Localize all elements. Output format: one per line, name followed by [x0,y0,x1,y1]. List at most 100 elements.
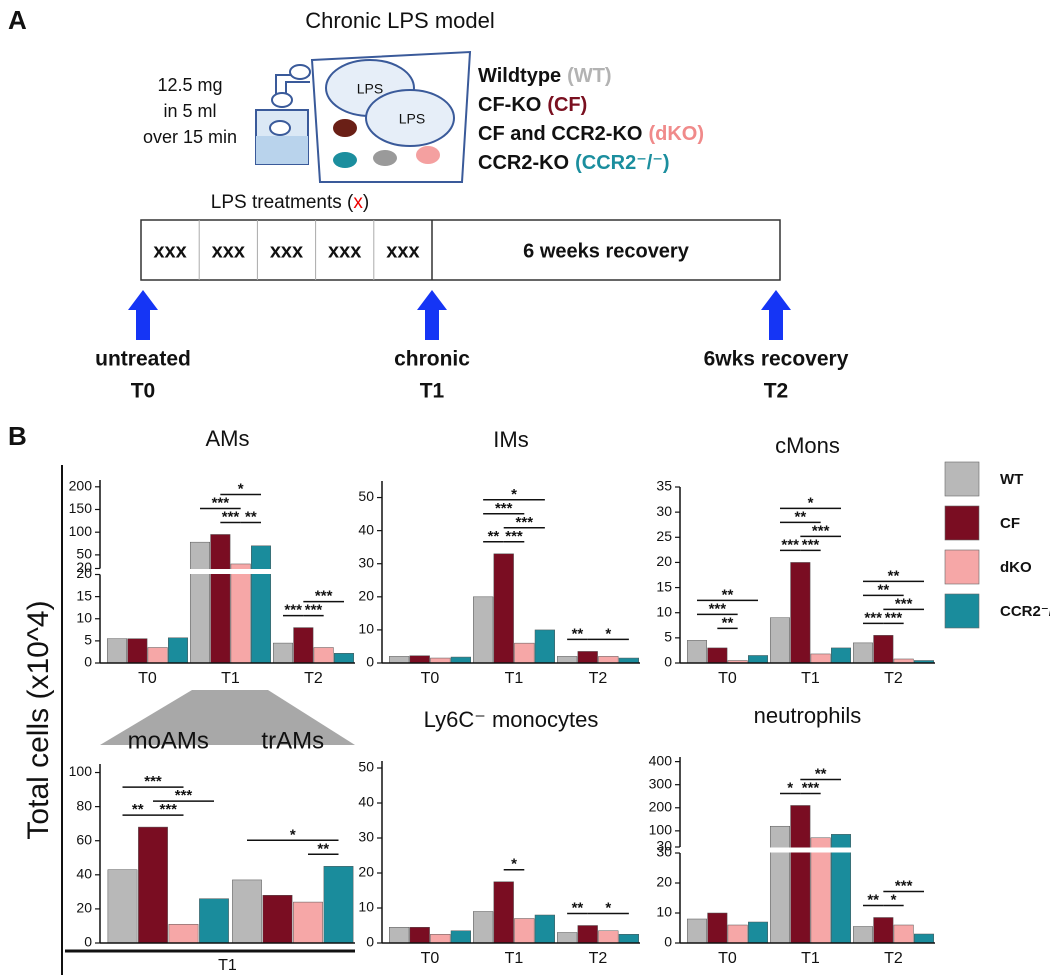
y-tick-label: 20 [656,874,672,890]
genotype-tag: (WT) [567,65,611,87]
significance-label: ** [488,528,500,545]
zoom-wedge [100,690,355,745]
genotype: CF and CCR2-KO (dKO) [478,123,704,145]
significance-label: ** [722,586,734,603]
y-tick-label: 10 [76,609,92,625]
bar [409,655,430,664]
significance-label: ** [245,508,257,525]
bar [262,895,293,944]
bar [577,651,598,664]
dose-mark: xxx [386,240,419,262]
bar [106,638,128,664]
y-tick-label: 10 [656,603,672,619]
significance-label: ** [132,801,144,818]
significance-label: * [290,826,296,843]
x-tick-label: T2 [589,950,608,967]
bar [769,617,790,664]
bar [852,926,873,944]
bar [147,647,168,664]
dose-mark: xxx [270,240,303,262]
panel-label: B [8,421,27,451]
significance-label: *** [284,602,302,619]
legend-swatch [944,549,980,585]
bar [514,918,535,944]
recovery-label: 6 weeks recovery [523,240,690,262]
dose-line: 12.5 mg [157,75,222,95]
x-tick-label: T0 [718,950,737,967]
y-tick-label: 40 [76,866,92,882]
bar [313,647,334,664]
y-tick-label: 50 [358,488,374,504]
bar [618,934,639,944]
significance-label: *** [315,588,333,605]
bar [323,866,354,944]
significance-label: *** [802,536,820,553]
y-tick-label: 20 [358,588,374,604]
bar [707,647,728,664]
y-tick-label: 0 [664,654,672,670]
significance-label: ** [888,567,900,584]
bar [810,653,831,664]
bar [251,545,272,664]
y-tick-label: 0 [84,934,92,950]
significance-label: * [891,891,897,908]
dose-mark: xxx [212,240,245,262]
y-tick-label: 20 [76,565,92,581]
significance-label: ** [794,508,806,525]
x-tick-label: T1 [801,670,820,687]
y-tick-label: 150 [69,500,93,516]
bar [127,638,148,664]
significance-label: * [511,486,517,503]
bar [334,653,355,664]
significance-label: ** [572,625,584,642]
significance-label: *** [144,773,162,790]
genotype-name: Wildtype [478,65,561,87]
significance-label: *** [305,602,323,619]
bar [748,655,769,664]
bar [769,825,790,944]
bar [430,934,451,944]
bar [707,912,728,944]
bar [914,933,935,944]
y-tick-label: 20 [358,864,374,880]
y-tick-label: 40 [358,521,374,537]
bar [893,924,914,944]
y-tick-label: 20 [76,559,92,575]
legend-swatch [944,593,980,629]
chart-title: neutrophils [754,703,862,728]
chamber-icon [310,50,472,183]
x-axis-label: T1 [218,957,237,974]
significance-label: *** [802,779,820,796]
bar [748,921,769,944]
bar [409,927,430,944]
y-tick-label: 20 [76,900,92,916]
bar [810,837,831,944]
y-tick-label: 30 [358,554,374,570]
y-axis-label: Total cells (x10^4) [22,600,55,839]
bar [138,826,168,944]
significance-label: * [787,779,793,796]
treatments-text: ) [363,192,369,213]
bar [534,914,555,944]
timepoint-label: 6wks recovery [704,348,849,371]
x-tick-label: T0 [421,950,440,967]
y-tick-label: 30 [656,844,672,860]
y-tick-label: 80 [76,797,92,813]
significance-label: *** [895,877,913,894]
x-tick-label: T2 [589,670,608,687]
legend-label: CCR2⁻/⁻ [1000,603,1050,620]
x-tick-label: T1 [505,670,524,687]
bar [727,924,748,944]
chart-title: IMs [493,427,528,452]
bar [514,642,535,664]
y-tick-label: 10 [358,621,374,637]
bar [493,553,514,664]
bar [272,642,293,664]
bar [389,927,410,944]
y-tick-label: 25 [656,528,672,544]
significance-label: * [605,899,611,916]
bar [873,635,894,664]
bar [557,656,578,664]
legend-label: CF [1000,515,1020,532]
y-tick-label: 0 [366,934,374,950]
